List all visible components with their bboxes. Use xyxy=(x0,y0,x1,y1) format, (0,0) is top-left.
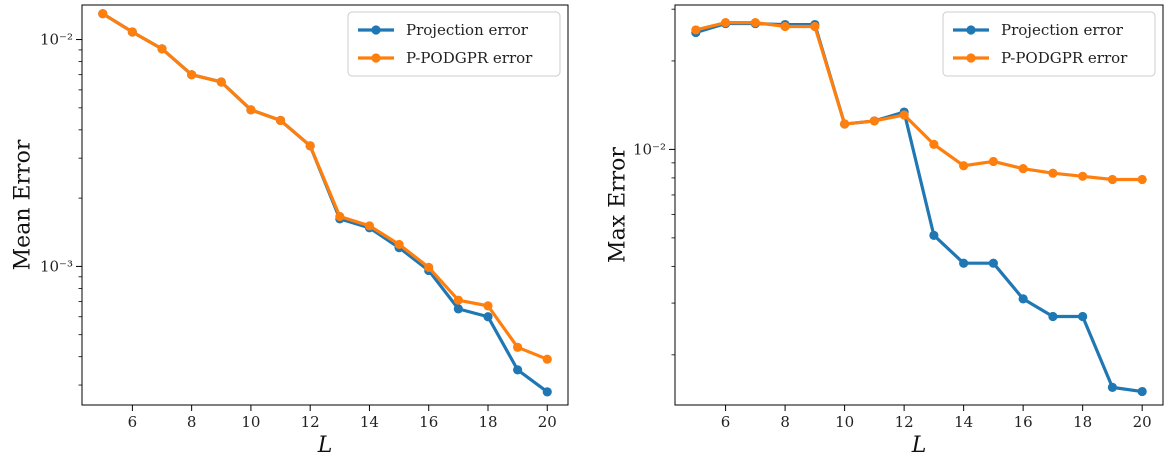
series-2-point xyxy=(424,262,434,273)
series-2-point xyxy=(305,141,315,151)
series-2-point xyxy=(988,156,998,167)
x-tick-label: 20 xyxy=(1133,413,1152,431)
series-1-point xyxy=(453,304,463,314)
x-axis-label: L xyxy=(911,433,927,458)
series-2-point xyxy=(1048,168,1058,178)
x-axis-label: L xyxy=(317,433,333,458)
x-tick-label: 10 xyxy=(835,413,854,431)
series-line-1 xyxy=(694,21,1144,394)
series-2-point xyxy=(513,342,523,352)
x-tick-label: 14 xyxy=(360,413,379,431)
series-2-point xyxy=(959,161,969,171)
x-tick-label: 20 xyxy=(538,413,557,431)
y-tick-label: 10⁻² xyxy=(40,31,73,49)
legend: Projection error P-PODGPR error xyxy=(347,11,561,77)
series-2-point xyxy=(246,105,256,115)
x-tick-label: 10 xyxy=(241,413,260,431)
series-2-point xyxy=(187,70,197,80)
y-tick-label: 10⁻³ xyxy=(40,257,73,275)
series-1-point xyxy=(988,258,998,268)
series-1-point xyxy=(1018,294,1028,304)
series-2-point xyxy=(840,119,850,129)
legend-label: Projection error xyxy=(1001,21,1124,39)
series-2-point xyxy=(216,77,226,87)
series-2-point xyxy=(720,18,731,28)
series-2-point xyxy=(869,116,879,126)
x-tick-label: 12 xyxy=(895,413,914,431)
series-1-point xyxy=(1137,386,1147,397)
series-line-2 xyxy=(694,21,1144,182)
plot-frame xyxy=(674,4,1164,406)
y-tick-label: 10⁻² xyxy=(633,140,666,158)
series-1-point xyxy=(542,387,552,397)
series-2-point xyxy=(364,221,375,231)
legend-swatch-marker xyxy=(966,25,976,35)
x-tick-label: 6 xyxy=(721,413,731,431)
legend-label: Projection error xyxy=(406,21,529,39)
chart-panel-2: 10⁻² 6 8 10 12 14 16 18 20 L Max Error Projection e… xyxy=(606,4,1164,458)
x-tick-label: 16 xyxy=(1014,413,1033,431)
series-1-point xyxy=(959,258,969,268)
series-1-point xyxy=(1048,311,1058,322)
series-2-point xyxy=(810,21,820,32)
chart-panel-1: 10⁻² 10⁻³ 6 8 10 12 14 16 18 20 L Mean Error Project… xyxy=(11,4,569,458)
y-axis-label: Mean Error xyxy=(11,139,36,270)
legend-swatch-marker xyxy=(371,25,381,35)
legend-label: P-PODGPR error xyxy=(406,49,533,67)
x-tick-label: 16 xyxy=(419,413,438,431)
series-line-2 xyxy=(101,12,549,361)
series-2-point xyxy=(691,25,701,35)
plot-frame xyxy=(81,4,569,406)
y-axis-label: Max Error xyxy=(606,147,631,263)
series-2-point xyxy=(98,9,108,19)
series-1-point xyxy=(1078,311,1088,322)
series-2-point xyxy=(453,295,463,305)
series-1-point xyxy=(1107,382,1118,392)
series-2-point xyxy=(780,21,790,32)
x-tick-label: 14 xyxy=(954,413,973,431)
series-2-point xyxy=(750,18,760,28)
x-tick-label: 6 xyxy=(128,413,138,431)
x-tick-label: 18 xyxy=(1073,413,1092,431)
legend-box xyxy=(942,11,1156,77)
series-2-point xyxy=(483,301,493,311)
series-1-point xyxy=(483,312,493,322)
series-2-point xyxy=(1078,171,1088,181)
legend: Projection error P-PODGPR error xyxy=(942,11,1156,77)
x-tick-label: 12 xyxy=(301,413,320,431)
x-tick-label: 8 xyxy=(780,413,790,431)
series-2-point xyxy=(899,110,909,120)
x-tick-label: 18 xyxy=(478,413,497,431)
series-2-point xyxy=(929,139,939,150)
series-2-point xyxy=(335,211,345,222)
series-1-point xyxy=(513,365,523,375)
legend-box xyxy=(347,11,561,77)
x-tick-label: 8 xyxy=(187,413,197,431)
series-2-point xyxy=(394,239,404,250)
legend-swatch-marker xyxy=(371,53,381,63)
series-2-point xyxy=(275,115,286,126)
legend-label: P-PODGPR error xyxy=(1001,49,1128,67)
series-2-point xyxy=(1137,174,1147,185)
series-2-point xyxy=(127,27,137,37)
series-2-point xyxy=(542,354,552,364)
series-2-point xyxy=(157,44,167,54)
legend-swatch-marker xyxy=(966,53,976,63)
series-1-point xyxy=(929,230,939,240)
series-2-point xyxy=(1018,164,1028,174)
series-2-point xyxy=(1107,174,1118,185)
